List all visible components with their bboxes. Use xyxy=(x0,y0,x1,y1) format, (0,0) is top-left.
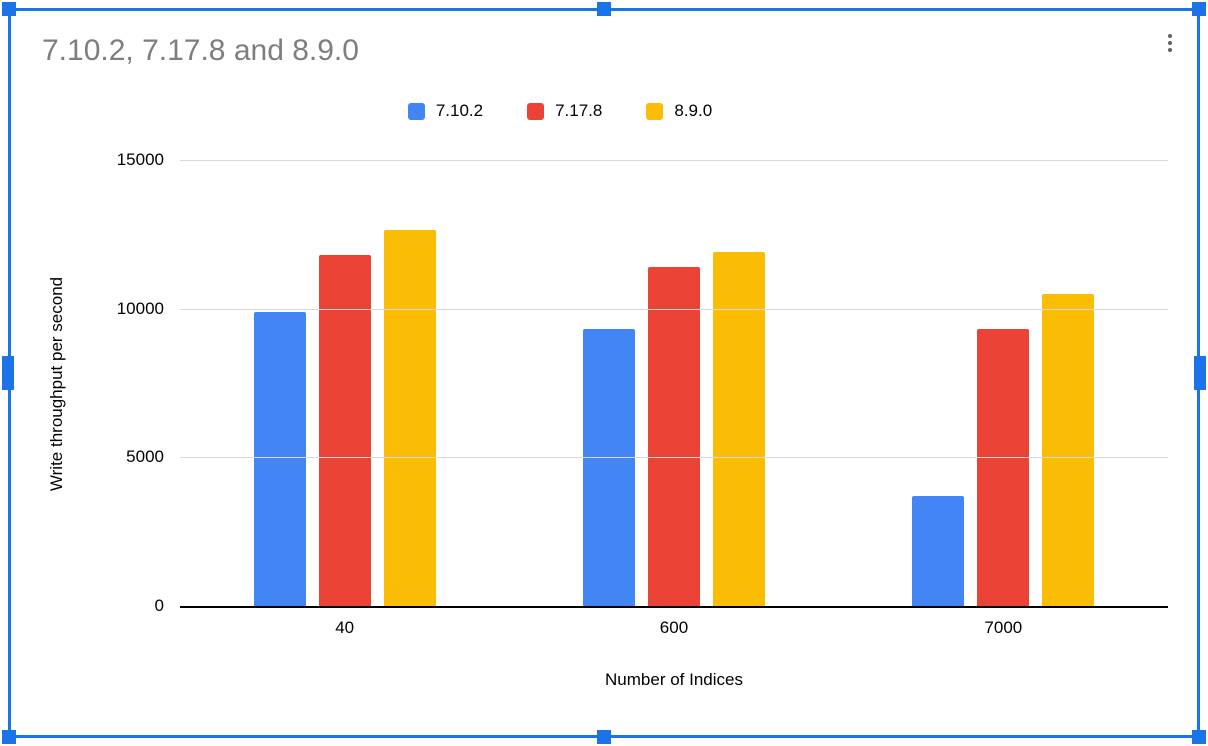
resize-handle-top-left[interactable] xyxy=(2,2,16,16)
resize-handle-middle-left[interactable] xyxy=(2,356,14,390)
resize-handle-middle-right[interactable] xyxy=(1194,356,1206,390)
x-tick-label: 40 xyxy=(335,618,355,637)
bar-groups xyxy=(180,160,1168,606)
x-axis-title: Number of Indices xyxy=(605,670,743,689)
x-axis-ticks: 40 600 7000 xyxy=(180,618,1168,638)
bar-group-40 xyxy=(180,160,509,606)
legend-label: 7.10.2 xyxy=(435,101,484,120)
plot-area: 40 600 7000 Number of Indices 0 5000 10000 15… xyxy=(117,150,1168,689)
legend-swatch xyxy=(646,102,664,120)
gridline xyxy=(180,457,1168,459)
bar-7.17.8-600 xyxy=(647,267,700,606)
legend-item-7.10.2: 7.10.2 xyxy=(407,101,484,121)
legend-label: 7.17.8 xyxy=(555,101,603,120)
y-tick-label: 15000 xyxy=(116,150,164,169)
resize-handle-bottom-right[interactable] xyxy=(1192,730,1206,744)
resize-handle-bottom-left[interactable] xyxy=(2,730,16,744)
legend: 7.10.2 7.17.8 8.9.0 xyxy=(0,101,1120,121)
legend-label: 8.9.0 xyxy=(674,101,713,120)
legend-item-8.9.0: 8.9.0 xyxy=(646,101,712,121)
bar-8.9.0-600 xyxy=(712,252,765,606)
chart-title: 7.10.2, 7.17.8 and 8.9.0 xyxy=(42,34,359,67)
gridline xyxy=(180,308,1168,310)
legend-swatch xyxy=(527,102,545,120)
chart-options-menu-button[interactable] xyxy=(1156,26,1184,60)
y-tick-label: 5000 xyxy=(126,447,164,467)
y-tick-label: 10000 xyxy=(116,298,164,318)
bar-7.10.2-7000 xyxy=(912,496,965,606)
resize-handle-bottom-center[interactable] xyxy=(597,730,611,744)
legend-item-7.17.8: 7.17.8 xyxy=(527,101,602,121)
kebab-vertical-icon xyxy=(1168,41,1172,45)
y-tick-label: 0 xyxy=(154,596,164,615)
bar-group-600 xyxy=(509,160,838,606)
bar-8.9.0-7000 xyxy=(1042,293,1095,606)
bar-7.10.2-40 xyxy=(253,311,306,606)
kebab-vertical-icon xyxy=(1168,34,1172,38)
resize-handle-top-right[interactable] xyxy=(1192,2,1206,16)
kebab-vertical-icon xyxy=(1168,48,1172,52)
legend-swatch xyxy=(407,102,425,120)
bar-7.17.8-7000 xyxy=(977,329,1030,606)
bar-8.9.0-40 xyxy=(383,229,436,606)
bar-7.17.8-40 xyxy=(318,255,371,606)
resize-handle-top-center[interactable] xyxy=(597,2,611,16)
bar-group-7000 xyxy=(839,160,1168,606)
y-axis-title: Write throughput per second xyxy=(47,276,66,492)
x-tick-label: 600 xyxy=(659,618,689,637)
bar-7.10.2-600 xyxy=(582,329,635,606)
x-tick-label: 7000 xyxy=(984,618,1023,637)
gridline xyxy=(180,160,1168,161)
